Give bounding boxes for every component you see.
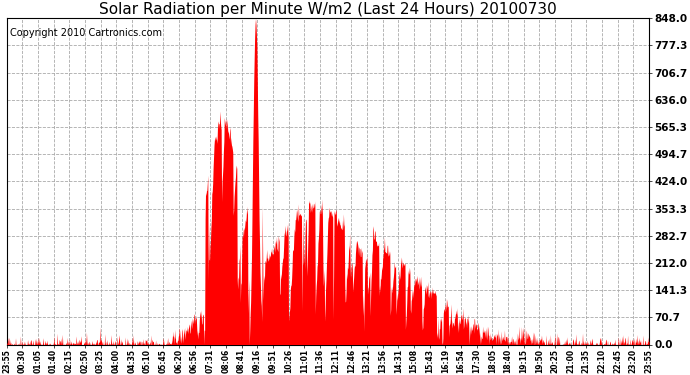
- Text: Copyright 2010 Cartronics.com: Copyright 2010 Cartronics.com: [10, 28, 161, 38]
- Title: Solar Radiation per Minute W/m2 (Last 24 Hours) 20100730: Solar Radiation per Minute W/m2 (Last 24…: [99, 2, 557, 17]
